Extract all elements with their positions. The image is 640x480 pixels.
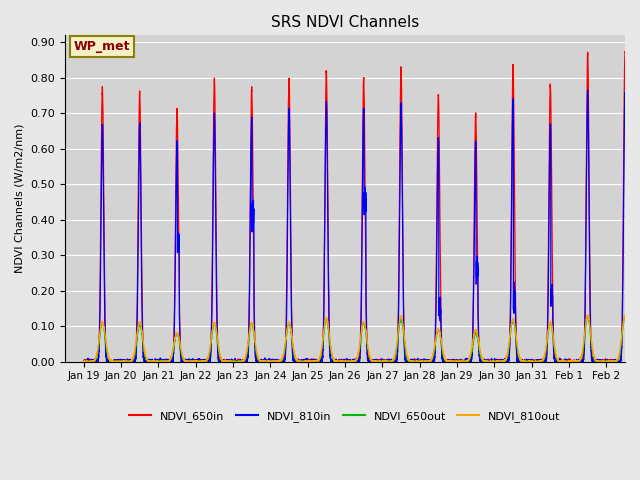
Line: NDVI_650in: NDVI_650in: [84, 51, 640, 362]
NDVI_650out: [289, 348, 297, 353]
NDVI_650in: [289, 354, 297, 360]
Y-axis label: NDVI Channels (W/m2/nm): NDVI Channels (W/m2/nm): [15, 124, 25, 273]
NDVI_810in: [80, 359, 88, 365]
NDVI_810in: [200, 359, 207, 365]
Line: NDVI_650out: NDVI_650out: [84, 316, 640, 362]
Text: WP_met: WP_met: [74, 40, 130, 53]
NDVI_810out: [200, 359, 207, 364]
NDVI_650in: [194, 358, 202, 364]
NDVI_650in: [80, 359, 88, 365]
NDVI_650in: [441, 358, 449, 364]
Line: NDVI_810out: NDVI_810out: [84, 315, 640, 362]
NDVI_810out: [441, 356, 449, 361]
NDVI_650in: [621, 48, 629, 54]
NDVI_810in: [194, 359, 202, 365]
NDVI_810in: [441, 358, 449, 364]
Line: NDVI_810in: NDVI_810in: [84, 90, 640, 362]
NDVI_810in: [521, 359, 529, 365]
NDVI_810out: [289, 345, 297, 350]
NDVI_810out: [80, 359, 88, 365]
NDVI_650out: [80, 359, 88, 364]
NDVI_650in: [521, 359, 529, 364]
NDVI_650out: [80, 359, 88, 365]
NDVI_650out: [194, 359, 202, 364]
NDVI_650out: [638, 359, 640, 365]
NDVI_810out: [194, 359, 202, 364]
NDVI_650in: [200, 359, 207, 365]
Title: SRS NDVI Channels: SRS NDVI Channels: [271, 15, 419, 30]
NDVI_650out: [521, 359, 529, 364]
NDVI_650in: [638, 359, 640, 364]
NDVI_810out: [521, 359, 529, 364]
NDVI_650out: [200, 359, 207, 364]
Legend: NDVI_650in, NDVI_810in, NDVI_650out, NDVI_810out: NDVI_650in, NDVI_810in, NDVI_650out, NDV…: [125, 407, 565, 426]
NDVI_810in: [289, 358, 297, 364]
NDVI_810out: [621, 312, 629, 318]
NDVI_650out: [441, 357, 449, 363]
NDVI_810out: [638, 359, 640, 364]
NDVI_650out: [621, 313, 629, 319]
NDVI_810in: [584, 87, 591, 93]
NDVI_810in: [638, 359, 640, 365]
